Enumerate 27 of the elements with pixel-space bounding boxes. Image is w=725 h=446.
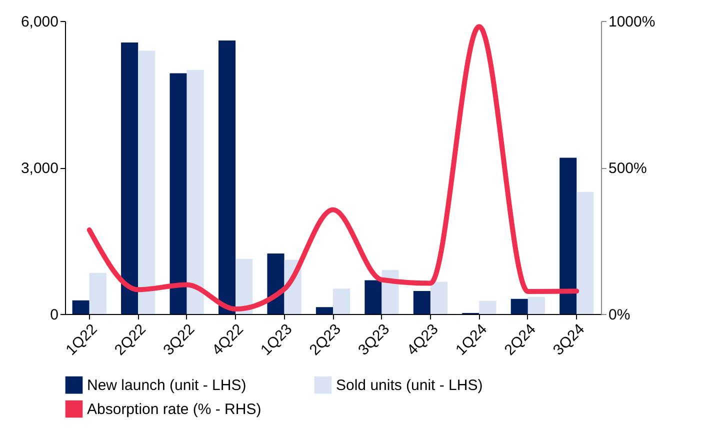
bar — [430, 282, 448, 314]
bar — [236, 258, 253, 314]
bar — [560, 158, 577, 314]
bar — [186, 70, 204, 314]
y2-tick-label: 1000% — [608, 14, 656, 30]
y2-tick-label: 500% — [608, 160, 647, 177]
bar — [121, 42, 138, 314]
bar — [479, 300, 496, 314]
bar — [528, 296, 545, 314]
bar — [413, 291, 430, 314]
bar — [510, 298, 528, 314]
y-tick-label: 0 — [50, 306, 58, 324]
y-tick-label: 6,000 — [20, 14, 58, 30]
bar — [364, 280, 382, 314]
bar — [138, 50, 156, 314]
y-tick-label: 3,000 — [20, 160, 58, 177]
bar — [170, 73, 187, 314]
y2-tick-label: 0% — [608, 306, 630, 324]
legend-label: Absorption rate (% - RHS) — [87, 401, 262, 418]
bar — [333, 288, 350, 314]
bar — [72, 300, 90, 314]
legend-label: New launch (unit - LHS) — [87, 377, 246, 394]
legend-label: Sold units (unit - LHS) — [336, 377, 483, 394]
bar — [316, 307, 333, 314]
bar — [89, 272, 106, 314]
bar — [218, 40, 236, 314]
bar — [576, 192, 594, 314]
